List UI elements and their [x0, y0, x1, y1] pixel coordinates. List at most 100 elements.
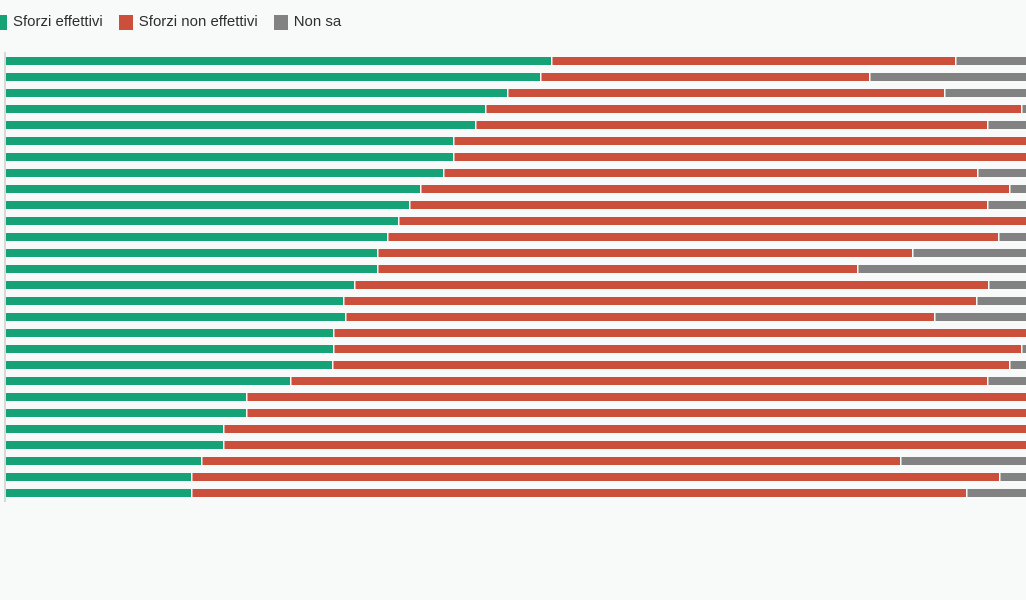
bar-row: [6, 121, 1026, 129]
bar-row: [6, 441, 1026, 449]
segment-sforzi-non-effettivi: [333, 329, 1026, 337]
segment-non-sa: [934, 313, 1026, 321]
segment-non-sa: [944, 89, 1026, 97]
legend-item-non-sa: Non sa: [273, 13, 341, 31]
segment-sforzi-non-effettivi: [420, 185, 1009, 193]
bar-row: [6, 265, 1026, 273]
segment-non-sa: [977, 169, 1026, 177]
segment-sforzi-effettivi: [6, 169, 443, 177]
bar-row: [6, 361, 1026, 369]
bar-row: [6, 329, 1026, 337]
segment-non-sa: [987, 377, 1026, 385]
segment-sforzi-effettivi: [6, 265, 378, 273]
segment-sforzi-effettivi: [6, 105, 486, 113]
segment-non-sa: [1008, 361, 1026, 369]
segment-sforzi-effettivi: [6, 473, 191, 481]
segment-sforzi-non-effettivi: [190, 489, 966, 497]
segment-sforzi-non-effettivi: [353, 281, 989, 289]
segment-sforzi-non-effettivi: [344, 313, 935, 321]
segment-sforzi-effettivi: [6, 457, 201, 465]
segment-non-sa: [976, 297, 1026, 305]
bar-row: [6, 137, 1026, 145]
segment-sforzi-non-effettivi: [442, 169, 978, 177]
segment-sforzi-effettivi: [6, 233, 388, 241]
segment-non-sa: [988, 281, 1026, 289]
segment-sforzi-effettivi: [6, 89, 507, 97]
bar-row: [6, 201, 1026, 209]
segment-sforzi-effettivi: [6, 313, 345, 321]
legend-item-sforzi-non-effettivi: Sforzi non effettivi: [118, 13, 258, 31]
legend-label: Sforzi effettivi: [13, 13, 103, 30]
segment-sforzi-effettivi: [6, 425, 224, 433]
segment-sforzi-effettivi: [6, 57, 551, 65]
bar-row: [6, 89, 1026, 97]
legend-label: Sforzi non effettivi: [138, 13, 258, 30]
segment-sforzi-effettivi: [6, 409, 246, 417]
segment-sforzi-effettivi: [6, 377, 290, 385]
segment-sforzi-non-effettivi: [408, 201, 988, 209]
bar-row: [6, 313, 1026, 321]
bar-row: [6, 73, 1026, 81]
segment-sforzi-effettivi: [6, 361, 333, 369]
segment-non-sa: [868, 73, 1026, 81]
segment-non-sa: [987, 121, 1026, 129]
segment-sforzi-non-effettivi: [485, 105, 1021, 113]
bar-row: [6, 169, 1026, 177]
segment-sforzi-effettivi: [6, 329, 334, 337]
segment-sforzi-non-effettivi: [506, 89, 945, 97]
segment-sforzi-non-effettivi: [540, 73, 869, 81]
segment-sforzi-non-effettivi: [387, 233, 999, 241]
segment-sforzi-non-effettivi: [550, 57, 955, 65]
segment-sforzi-effettivi: [6, 489, 191, 497]
segment-sforzi-effettivi: [6, 345, 334, 353]
bar-row: [6, 57, 1026, 65]
segment-sforzi-non-effettivi: [475, 121, 988, 129]
bar-row: [6, 457, 1026, 465]
bar-row: [6, 393, 1026, 401]
segment-non-sa: [911, 249, 1026, 257]
segment-sforzi-effettivi: [6, 393, 246, 401]
legend-swatch-gray: [273, 14, 288, 30]
segment-sforzi-effettivi: [6, 73, 541, 81]
legend-item-sforzi-effettivi: Sforzi effettivi: [0, 13, 103, 31]
segment-sforzi-non-effettivi: [333, 345, 1021, 353]
segment-non-sa: [987, 201, 1026, 209]
segment-non-sa: [965, 489, 1026, 497]
segment-non-sa: [1020, 345, 1026, 353]
segment-sforzi-effettivi: [6, 201, 409, 209]
segment-non-sa: [999, 473, 1026, 481]
bar-row: [6, 377, 1026, 385]
segment-sforzi-effettivi: [6, 441, 224, 449]
segment-non-sa: [1020, 105, 1026, 113]
legend-swatch-green: [0, 14, 7, 30]
segment-sforzi-non-effettivi: [332, 361, 1009, 369]
segment-non-sa: [954, 57, 1026, 65]
segment-sforzi-non-effettivi: [200, 457, 900, 465]
bar-row: [6, 233, 1026, 241]
segment-sforzi-effettivi: [6, 217, 398, 225]
bar-row: [6, 249, 1026, 257]
legend: Sforzi effettivi Sforzi non effettivi No…: [0, 13, 357, 31]
segment-sforzi-non-effettivi: [223, 441, 1026, 449]
segment-non-sa: [899, 457, 1026, 465]
legend-swatch-red: [118, 14, 133, 30]
segment-sforzi-effettivi: [6, 281, 354, 289]
segment-sforzi-non-effettivi: [452, 153, 1026, 161]
segment-sforzi-non-effettivi: [190, 473, 1000, 481]
segment-sforzi-non-effettivi: [223, 425, 1026, 433]
bar-row: [6, 153, 1026, 161]
segment-non-sa: [1008, 185, 1026, 193]
bar-row: [6, 217, 1026, 225]
segment-sforzi-non-effettivi: [397, 217, 1026, 225]
segment-sforzi-effettivi: [6, 249, 378, 257]
y-axis-line: [4, 52, 6, 502]
bars-container: [6, 57, 1026, 497]
segment-non-sa: [998, 233, 1026, 241]
bar-row: [6, 185, 1026, 193]
segment-sforzi-non-effettivi: [377, 249, 912, 257]
bar-row: [6, 409, 1026, 417]
segment-sforzi-non-effettivi: [452, 137, 1026, 145]
segment-sforzi-effettivi: [6, 297, 343, 305]
plot-area: [6, 57, 1026, 505]
bar-row: [6, 489, 1026, 497]
